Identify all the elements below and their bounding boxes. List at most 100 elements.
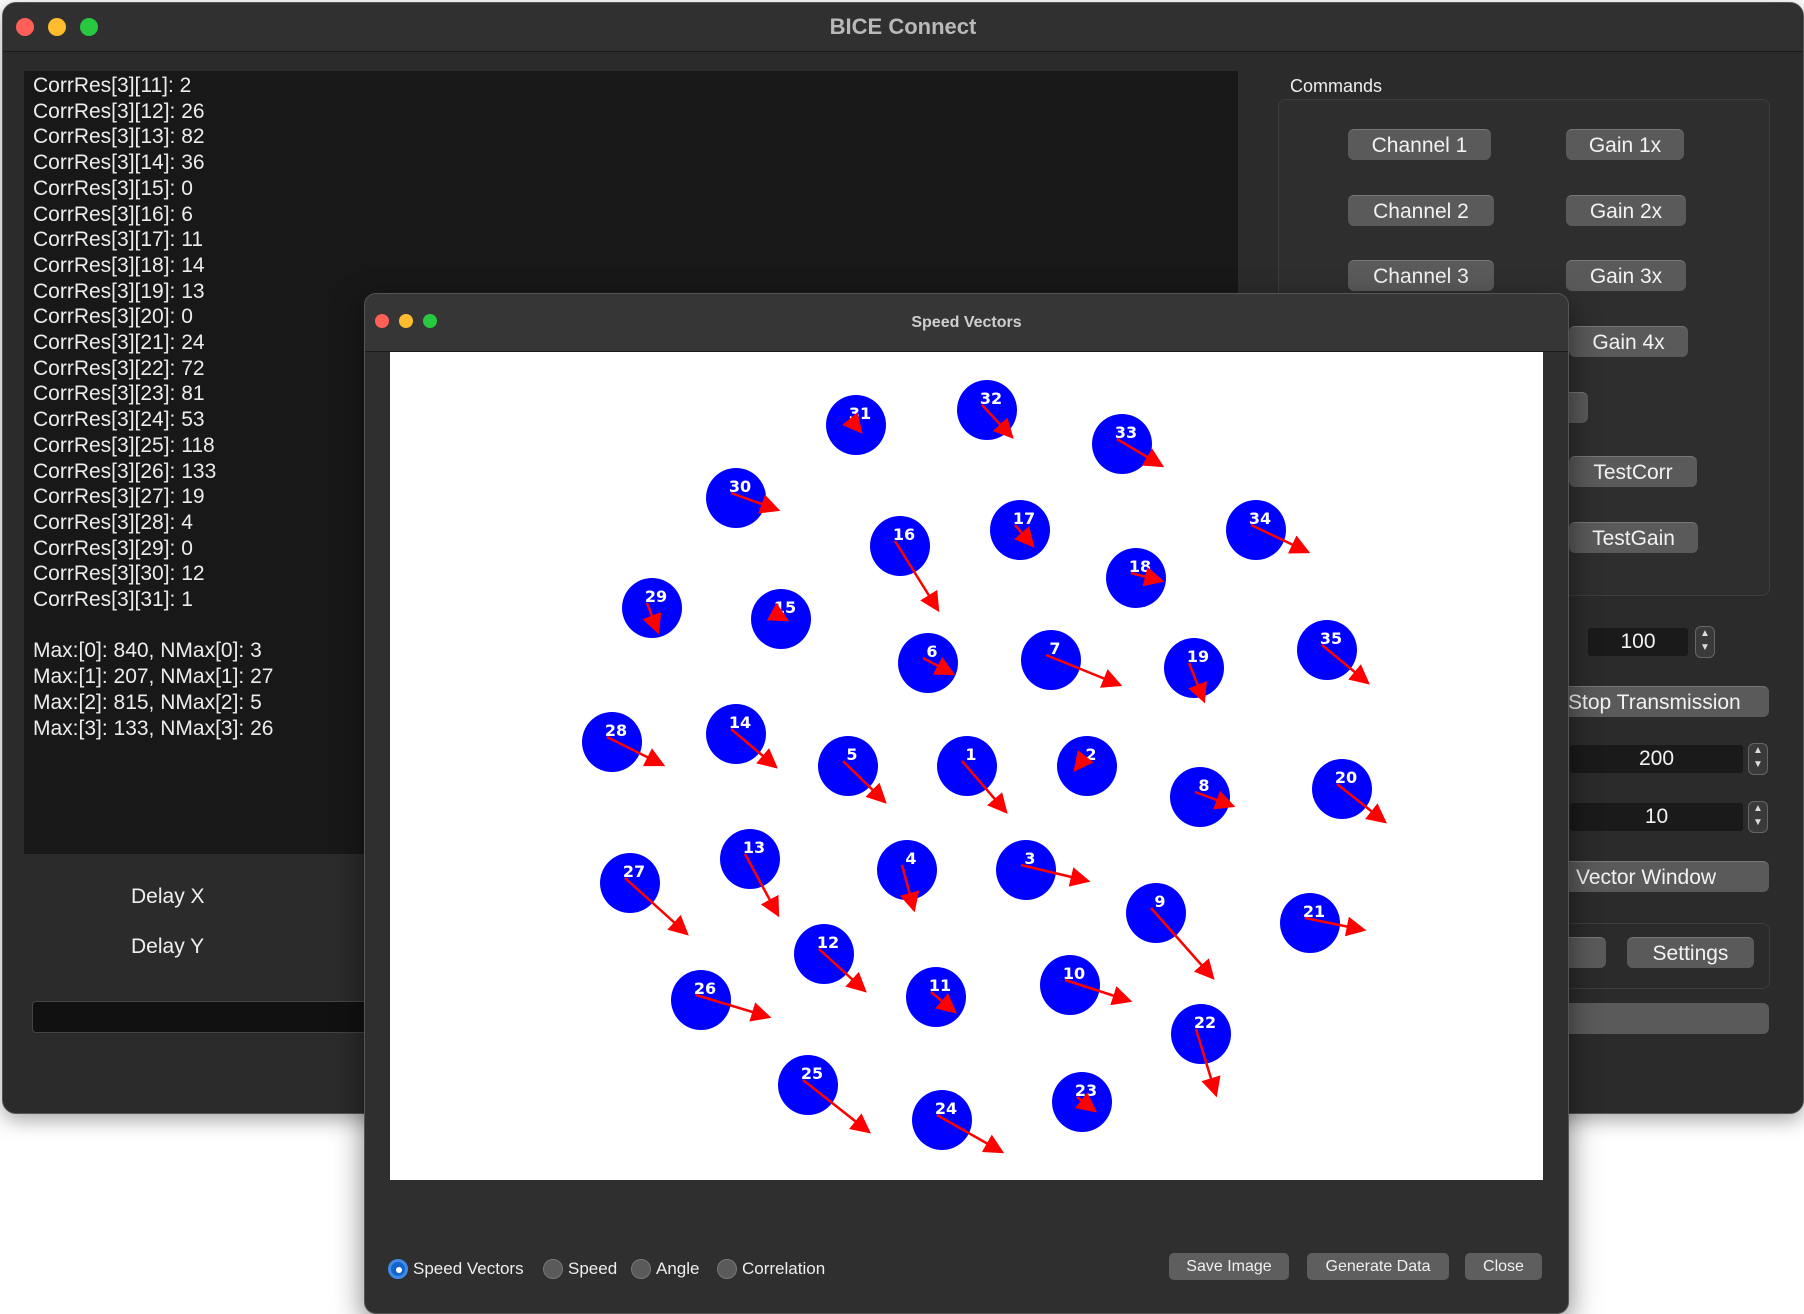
spin-box-1-stepper-icon[interactable]: ▲ ▼ (1695, 626, 1715, 658)
node-circle (1171, 1004, 1231, 1064)
spin-box-3[interactable]: 10 (1570, 803, 1743, 831)
speed-vector-arrow (936, 1113, 1005, 1154)
node-id-label: 4 (905, 849, 916, 868)
log-line: CorrRes[3][19]: 13 (33, 279, 205, 303)
radio-speed-vectors[interactable]: Speed Vectors (388, 1254, 524, 1284)
node-id-label: 2 (1085, 745, 1096, 764)
node-id-label: 26 (694, 979, 716, 998)
vector-node: 22 (1171, 1004, 1231, 1098)
speed-vector-arrow (1304, 916, 1367, 937)
speed-vector-arrow (1075, 1092, 1097, 1113)
node-id-label: 17 (1013, 509, 1035, 528)
node-circle (1170, 767, 1230, 827)
log-line: CorrRes[3][30]: 12 (33, 562, 205, 586)
close-window-icon[interactable] (375, 314, 389, 328)
radio-correlation-label: Correlation (742, 1259, 826, 1278)
spin-box-1[interactable]: 100 (1588, 628, 1688, 656)
log-line: CorrRes[3][29]: 0 (33, 536, 193, 560)
vector-node: 10 (1040, 955, 1133, 1015)
node-id-label: 1 (965, 745, 976, 764)
log-line: CorrRes[3][31]: 1 (33, 588, 193, 612)
vector-node: 31 (826, 395, 886, 455)
node-id-label: 33 (1115, 423, 1137, 442)
node-id-label: 16 (893, 525, 915, 544)
vector-node: 24 (912, 1090, 1005, 1154)
node-id-label: 29 (645, 587, 667, 606)
stop-transmission-button[interactable]: Stop Transmission (1558, 686, 1769, 717)
vector-node: 29 (622, 578, 682, 638)
generate-data-button[interactable]: Generate Data (1307, 1253, 1449, 1280)
node-id-label: 27 (623, 862, 645, 881)
vector-node: 1 (937, 736, 1008, 814)
gain-1x-button[interactable]: Gain 1x (1566, 129, 1684, 160)
channel-3-button[interactable]: Channel 3 (1348, 260, 1494, 291)
minimize-window-icon[interactable] (399, 314, 413, 328)
vector-node: 11 (906, 967, 966, 1027)
log-line: Max:[3]: 133, NMax[3]: 26 (33, 716, 274, 740)
vector-node: 27 (600, 853, 689, 936)
gain-4x-button[interactable]: Gain 4x (1569, 326, 1688, 357)
log-line: CorrRes[3][25]: 118 (33, 433, 215, 457)
speed-vector-arrow (842, 412, 863, 434)
node-id-label: 20 (1335, 768, 1357, 787)
commands-title: Commands (1290, 76, 1383, 96)
speed-vector-arrow (1150, 907, 1215, 980)
radio-unselected-icon[interactable] (543, 1259, 563, 1279)
speed-vector-arrow (1073, 750, 1094, 772)
spin-box-3-stepper-icon[interactable]: ▲ ▼ (1748, 801, 1768, 833)
radio-speed-vectors-label: Speed Vectors (413, 1259, 524, 1278)
testcorr-button[interactable]: TestCorr (1569, 456, 1697, 487)
node-circle (1092, 414, 1152, 474)
channel-2-button[interactable]: Channel 2 (1348, 195, 1494, 226)
close-button[interactable]: Close (1465, 1253, 1542, 1280)
gain-2x-button[interactable]: Gain 2x (1566, 195, 1686, 226)
vector-node: 19 (1164, 638, 1224, 704)
log-line: CorrRes[3][24]: 53 (33, 408, 205, 432)
vector-node: 12 (794, 924, 867, 993)
settings-button[interactable]: Settings (1627, 937, 1754, 968)
node-circle (996, 840, 1056, 900)
speed-vector-arrow (802, 1079, 871, 1134)
gain-3x-button[interactable]: Gain 3x (1566, 260, 1686, 291)
vector-node: 14 (706, 704, 778, 769)
speed-vectors-title-bar: Speed Vectors (365, 294, 1568, 352)
testgain-button[interactable]: TestGain (1569, 522, 1698, 553)
speed-vector-arrow (743, 853, 780, 918)
delay-x-label: Delay X (131, 885, 205, 908)
node-circle (898, 633, 958, 693)
node-id-label: 32 (980, 389, 1002, 408)
node-id-label: 11 (929, 976, 951, 995)
radio-speed[interactable]: Speed (543, 1254, 617, 1284)
radio-correlation[interactable]: Correlation (717, 1254, 825, 1284)
minimize-window-icon[interactable] (48, 18, 66, 36)
delay-y-label: Delay Y (131, 935, 205, 958)
speed-vector-arrow (922, 656, 956, 676)
node-id-label: 8 (1198, 776, 1209, 795)
radio-angle[interactable]: Angle (631, 1254, 699, 1284)
channel-1-button[interactable]: Channel 1 (1348, 129, 1491, 160)
spin-box-2-stepper-icon[interactable]: ▲ ▼ (1748, 743, 1768, 775)
spin-box-2[interactable]: 200 (1570, 745, 1743, 773)
speed-vector-arrow (1020, 863, 1091, 887)
log-line: CorrRes[3][12]: 26 (33, 99, 205, 123)
vector-node: 35 (1297, 620, 1370, 685)
maximize-window-icon[interactable] (423, 314, 437, 328)
radio-unselected-icon[interactable] (717, 1259, 737, 1279)
status-field[interactable] (32, 1001, 374, 1033)
maximize-window-icon[interactable] (80, 18, 98, 36)
vector-node: 33 (1092, 414, 1165, 474)
node-id-label: 12 (817, 933, 839, 952)
node-circle (1021, 630, 1081, 690)
close-window-icon[interactable] (16, 18, 34, 36)
speed-vector-arrow (606, 735, 666, 767)
vector-node: 28 (582, 712, 666, 772)
radio-unselected-icon[interactable] (631, 1259, 651, 1279)
speed-vector-arrow (695, 993, 772, 1022)
speed-vector-arrow (1116, 437, 1165, 468)
vector-window-button[interactable]: Vector Window (1558, 861, 1769, 892)
node-id-label: 25 (801, 1064, 823, 1083)
radio-selected-icon[interactable] (388, 1259, 408, 1279)
speed-vector-arrow (730, 491, 781, 514)
main-window-title: BICE Connect (829, 14, 977, 39)
save-image-button[interactable]: Save Image (1169, 1253, 1289, 1280)
